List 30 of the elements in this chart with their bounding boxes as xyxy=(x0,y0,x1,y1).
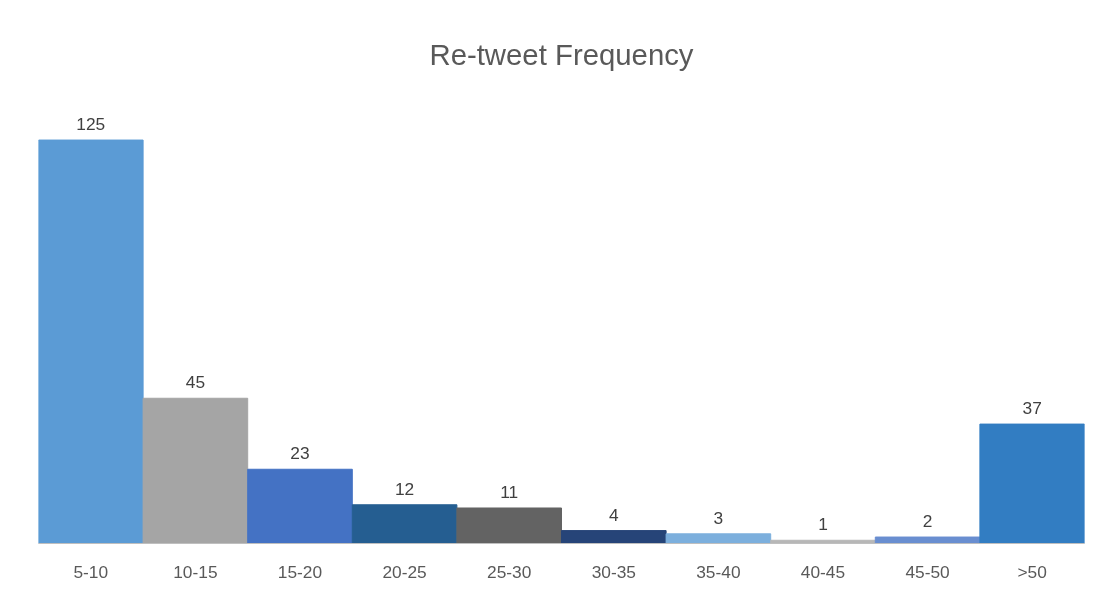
x-tick-label: 40-45 xyxy=(800,561,846,582)
bar xyxy=(456,507,562,544)
chart-title: Re-tweet Frequency xyxy=(429,37,694,71)
x-tick-label: 20-25 xyxy=(382,561,427,582)
data-label: 2 xyxy=(922,511,933,532)
data-label: 4 xyxy=(608,504,619,525)
x-tick-label: 45-50 xyxy=(905,561,950,582)
bar xyxy=(979,423,1085,544)
data-label: 1 xyxy=(818,514,828,535)
data-label: 11 xyxy=(500,482,519,502)
x-tick-label: 30-35 xyxy=(591,561,636,582)
bar xyxy=(351,504,458,544)
bar xyxy=(142,397,249,544)
x-tick-label: 25-30 xyxy=(487,561,532,582)
bar xyxy=(247,468,353,544)
data-label: 12 xyxy=(394,478,415,499)
bar xyxy=(38,139,144,544)
bar xyxy=(874,536,981,544)
x-tick-label: 15-20 xyxy=(277,561,323,582)
data-label: 125 xyxy=(76,114,106,135)
x-tick-label: >50 xyxy=(1017,561,1047,582)
x-tick-label: 35-40 xyxy=(696,561,741,582)
x-tick-label: 5-10 xyxy=(73,561,109,582)
data-label: 45 xyxy=(185,372,206,393)
data-label: 3 xyxy=(713,507,724,528)
bar xyxy=(561,530,667,544)
data-label: 23 xyxy=(290,443,310,464)
bar xyxy=(665,533,772,544)
x-tick-label: 10-15 xyxy=(173,561,218,582)
data-label: 37 xyxy=(1022,398,1042,419)
